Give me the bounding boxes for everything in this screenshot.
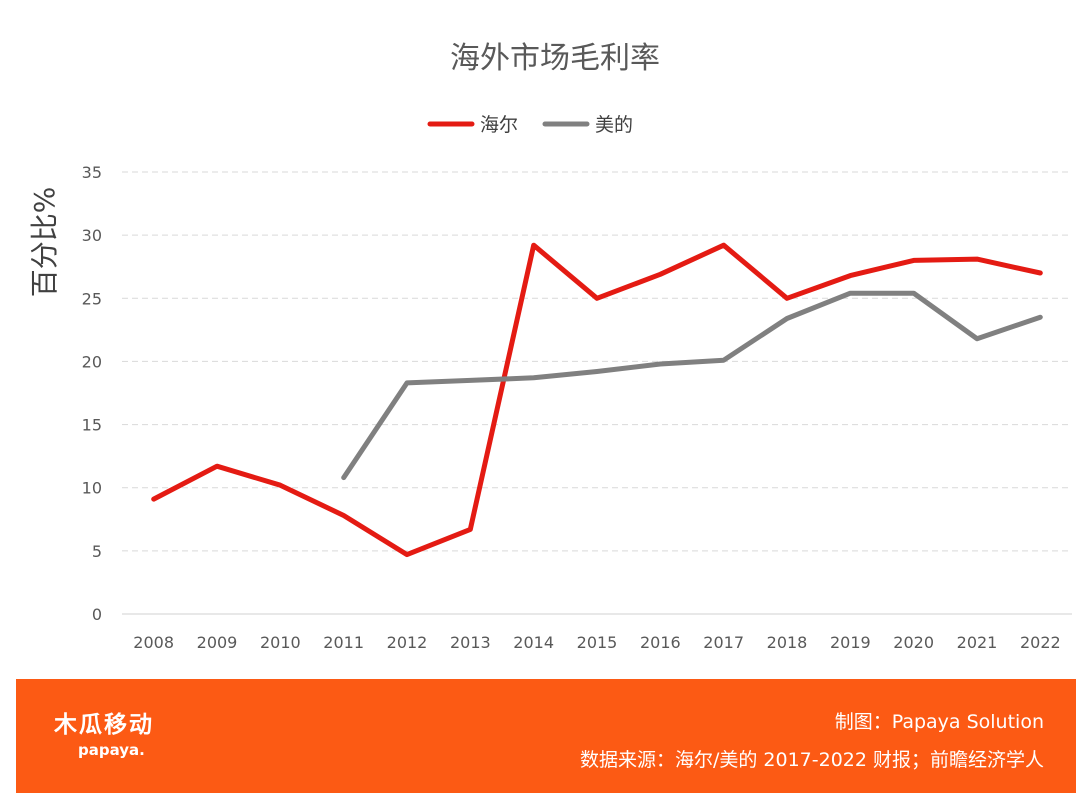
- chart-title: 海外市场毛利率: [450, 41, 660, 76]
- legend-label-midea: 美的: [595, 114, 633, 136]
- y-tick-label: 15: [82, 416, 102, 435]
- gridlines: [122, 171, 1072, 615]
- y-tick-label: 35: [82, 163, 102, 182]
- x-tick-label: 2016: [640, 633, 681, 652]
- x-tick-label: 2014: [513, 633, 554, 652]
- x-tick-label: 2019: [830, 633, 871, 652]
- x-tick-label: 2015: [577, 633, 618, 652]
- x-tick-label: 2022: [1020, 633, 1061, 652]
- brand-name-cn: 木瓜移动: [54, 712, 154, 738]
- x-tick-label: 2013: [450, 633, 491, 652]
- x-tick-label: 2020: [893, 633, 934, 652]
- x-tick-labels: 2008 2009 2010 2011 2012 2013 2014 2015 2016 2017…: [133, 633, 1060, 652]
- x-tick-label: 2012: [387, 633, 428, 652]
- y-tick-label: 0: [92, 605, 102, 624]
- credits: 制图：Papaya Solution 数据来源：海尔/美的 2017-2022 …: [580, 703, 1044, 779]
- y-tick-label: 30: [82, 226, 102, 245]
- y-tick-label: 5: [92, 542, 102, 561]
- papaya-logo: 木瓜移动 papaya.: [54, 711, 184, 775]
- y-tick-labels: 0 5 10 15 20 25 30 35: [82, 163, 102, 624]
- chart-credit: 制图：Papaya Solution: [834, 711, 1044, 733]
- x-tick-label: 2018: [767, 633, 808, 652]
- legend-label-haier: 海尔: [480, 114, 518, 136]
- x-tick-label: 2017: [703, 633, 744, 652]
- x-tick-label: 2021: [957, 633, 998, 652]
- data-source: 数据来源：海尔/美的 2017-2022 财报；前瞻经济学人: [579, 749, 1044, 771]
- footer-banner: 木瓜移动 papaya. 制图：Papaya Solution 数据来源：海尔/…: [16, 679, 1076, 793]
- y-tick-label: 10: [82, 479, 102, 498]
- series-line-midea: [341, 290, 1043, 481]
- y-tick-label: 25: [82, 289, 102, 308]
- y-tick-label: 20: [82, 352, 102, 371]
- y-axis-label: 百分比%: [28, 187, 61, 298]
- brand-name-en: papaya.: [78, 741, 145, 759]
- x-tick-label: 2010: [260, 633, 301, 652]
- series-line-haier: [151, 242, 1043, 558]
- legend: 海尔 美的: [427, 114, 633, 136]
- series-lines: [151, 242, 1043, 558]
- x-tick-label: 2008: [133, 633, 174, 652]
- x-tick-label: 2009: [197, 633, 238, 652]
- x-tick-label: 2011: [323, 633, 364, 652]
